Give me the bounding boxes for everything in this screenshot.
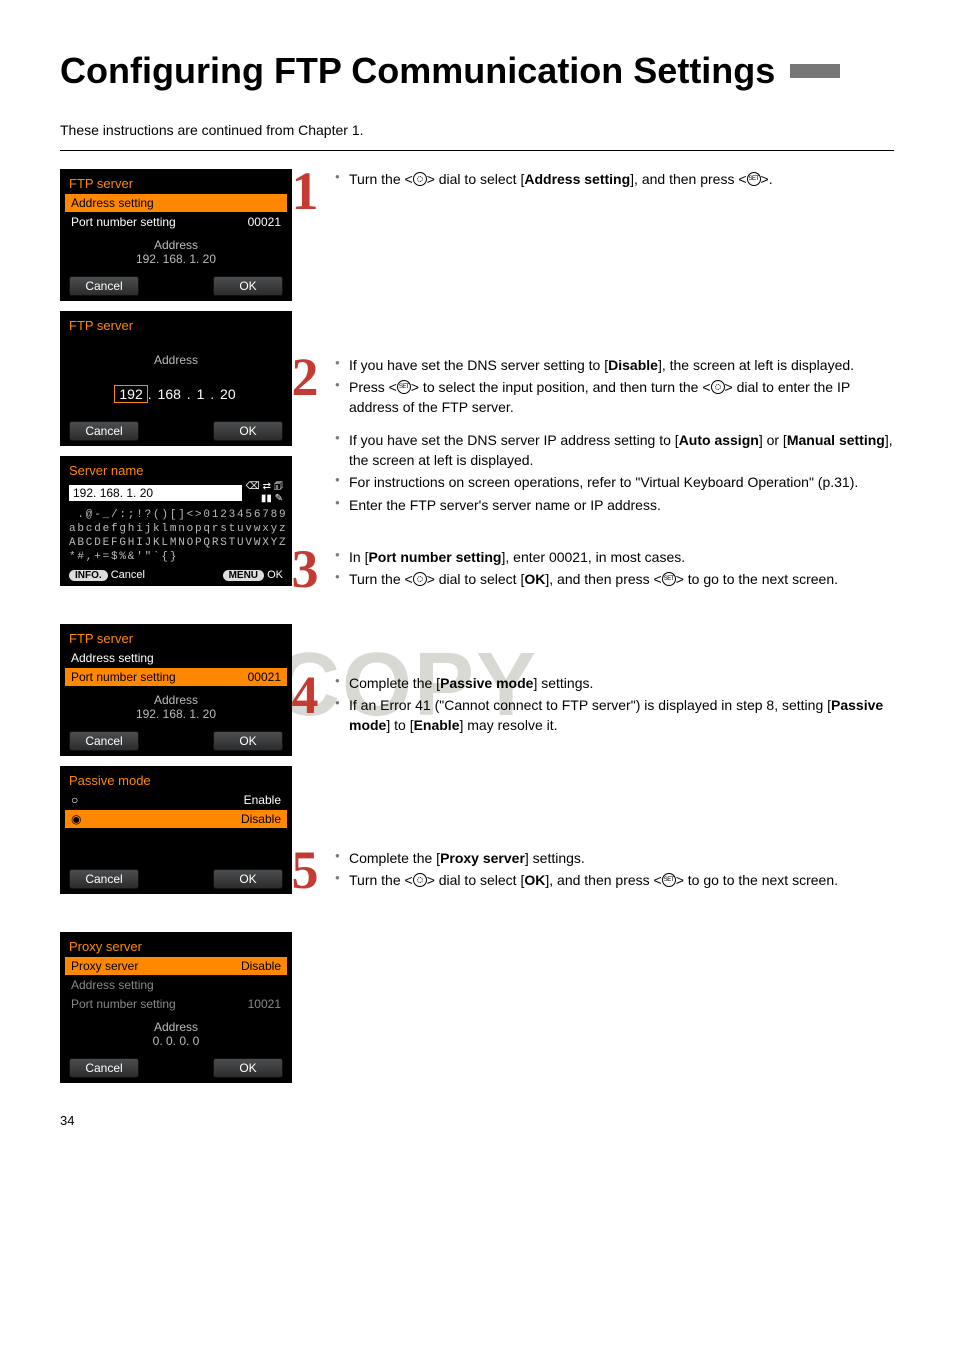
ok-button[interactable]: OK [213,869,283,889]
row-value: 00021 [248,215,281,229]
step-2sub-bullet-1: If you have set the DNS server IP addres… [335,430,894,471]
cancel-button[interactable]: Cancel [69,1058,139,1078]
row-label: Proxy server [71,959,138,973]
dial-icon [711,380,725,394]
dial-icon [413,172,427,186]
step-4: 4 Complete the [Passive mode] settings. … [315,673,894,738]
panel-keyboard: Server name 192. 168. 1. 20 ⌫ ⇄ 🗊 ▮▮ ✎ .… [60,456,292,586]
page-title: Configuring FTP Communication Settings [60,50,775,92]
row-address-setting[interactable]: Address setting [65,194,287,212]
row-address-setting[interactable]: Address setting [65,649,287,667]
row-label: Port number setting [71,997,176,1011]
panel-title: Proxy server [65,937,287,956]
step-3-bullet-2: Turn the <> dial to select [OK], and the… [335,569,894,589]
address-label: Address [65,693,287,707]
panel-title: FTP server [65,316,287,335]
set-icon [747,172,761,186]
step-2sub-bullet-2: For instructions on screen operations, r… [335,472,894,492]
set-icon [662,873,676,887]
address-label: Address [65,238,287,252]
radio-disable[interactable]: Disable [65,810,287,828]
row-label: Port number setting [71,670,176,684]
step-1: 1 Turn the <> dial to select [Address se… [315,169,894,215]
cancel-button[interactable]: Cancel [69,731,139,751]
panel-title: FTP server [65,174,287,193]
ip-segment-3[interactable]: 1 [195,386,207,402]
panel-ip-entry: FTP server Address 192. 168 . 1 . 20 Can… [60,311,292,446]
cancel-button[interactable]: Cancel [69,276,139,296]
step-2-bullet-1: If you have set the DNS server setting t… [335,355,894,375]
step-4-bullet-1: Complete the [Passive mode] settings. [335,673,894,693]
keyboard-text-field[interactable]: 192. 168. 1. 20 [69,485,242,501]
intro-rule [60,150,894,151]
row-port-number[interactable]: Port number setting 00021 [65,668,287,686]
row-address-setting-dim: Address setting [65,976,287,994]
ip-segment-4[interactable]: 20 [218,386,238,402]
dial-icon [413,873,427,887]
intro-text: These instructions are continued from Ch… [60,122,894,138]
ok-button[interactable]: OK [213,421,283,441]
panel-ftp-address-setting: FTP server Address setting Port number s… [60,169,292,301]
step-5-bullet-1: Complete the [Proxy server] settings. [335,848,894,868]
step-3: 3 In [Port number setting], enter 00021,… [315,547,894,593]
panel-proxy-server: Proxy server Proxy server Disable Addres… [60,932,292,1083]
panel-passive-mode: Passive mode Enable Disable Cancel OK [60,766,292,894]
address-display: Address 192. 168. 1. 20 [65,687,287,729]
row-label: Port number setting [71,215,176,229]
step-number: 4 [285,673,325,719]
step-4-bullet-2: If an Error 41 ("Cannot connect to FTP s… [335,695,894,736]
panel-title: Server name [65,461,287,480]
row-value: 10021 [248,997,281,1011]
step-5: 5 Complete the [Proxy server] settings. … [315,848,894,894]
step-2-sub: 0 If you have set the DNS server IP addr… [315,430,894,517]
address-label: Address [65,353,287,367]
keyboard-mode-icons[interactable]: ⌫ ⇄ 🗊 ▮▮ ✎ [246,482,283,504]
radio-enable[interactable]: Enable [65,791,287,809]
address-label: Address [65,1020,287,1034]
step-1-bullet-1: Turn the <> dial to select [Address sett… [335,169,894,189]
title-decoration-bar [790,64,840,78]
dial-icon [413,572,427,586]
step-3-bullet-1: In [Port number setting], enter 00021, i… [335,547,894,567]
step-5-bullet-2: Turn the <> dial to select [OK], and the… [335,870,894,890]
step-2-bullet-2: Press <> to select the input position, a… [335,377,894,418]
ok-button[interactable]: OK [213,1058,283,1078]
panel-ftp-port-setting: FTP server Address setting Port number s… [60,624,292,756]
cancel-button[interactable]: Cancel [69,869,139,889]
row-value: Disable [241,959,281,973]
step-number: 3 [285,547,325,593]
address-display: Address 192. 168. 1. 20 [65,232,287,274]
panel-title: FTP server [65,629,287,648]
address-value: 192. 168. 1. 20 [65,707,287,721]
info-cancel[interactable]: INFO. Cancel [69,569,145,581]
address-display: Address 0. 0. 0. 0 [65,1014,287,1056]
page-number: 34 [60,1113,894,1128]
step-2sub-bullet-3: Enter the FTP server's server name or IP… [335,495,894,515]
ok-button[interactable]: OK [213,731,283,751]
set-icon [397,380,411,394]
keyboard-grid[interactable]: .@-_/:;!?()[]<>0123456789 abcdefghijklmn… [65,506,287,566]
step-2: 2 If you have set the DNS server setting… [315,355,894,420]
row-proxy-server[interactable]: Proxy server Disable [65,957,287,975]
address-value: 0. 0. 0. 0 [65,1034,287,1048]
address-value: 192. 168. 1. 20 [65,252,287,266]
ok-button[interactable]: OK [213,276,283,296]
cancel-button[interactable]: Cancel [69,421,139,441]
step-number: 1 [285,169,325,215]
panel-title: Passive mode [65,771,287,790]
step-number: 5 [285,848,325,894]
row-port-number-dim: Port number setting 10021 [65,995,287,1013]
menu-ok[interactable]: MENU OK [223,569,283,581]
ip-input-line[interactable]: 192. 168 . 1 . 20 [65,371,287,419]
ip-segment-2[interactable]: 168 [156,386,183,402]
row-value: 00021 [248,670,281,684]
row-port-number[interactable]: Port number setting 00021 [65,213,287,231]
step-number: 2 [285,355,325,401]
ip-segment-1[interactable]: 192 [114,385,147,403]
set-icon [662,572,676,586]
